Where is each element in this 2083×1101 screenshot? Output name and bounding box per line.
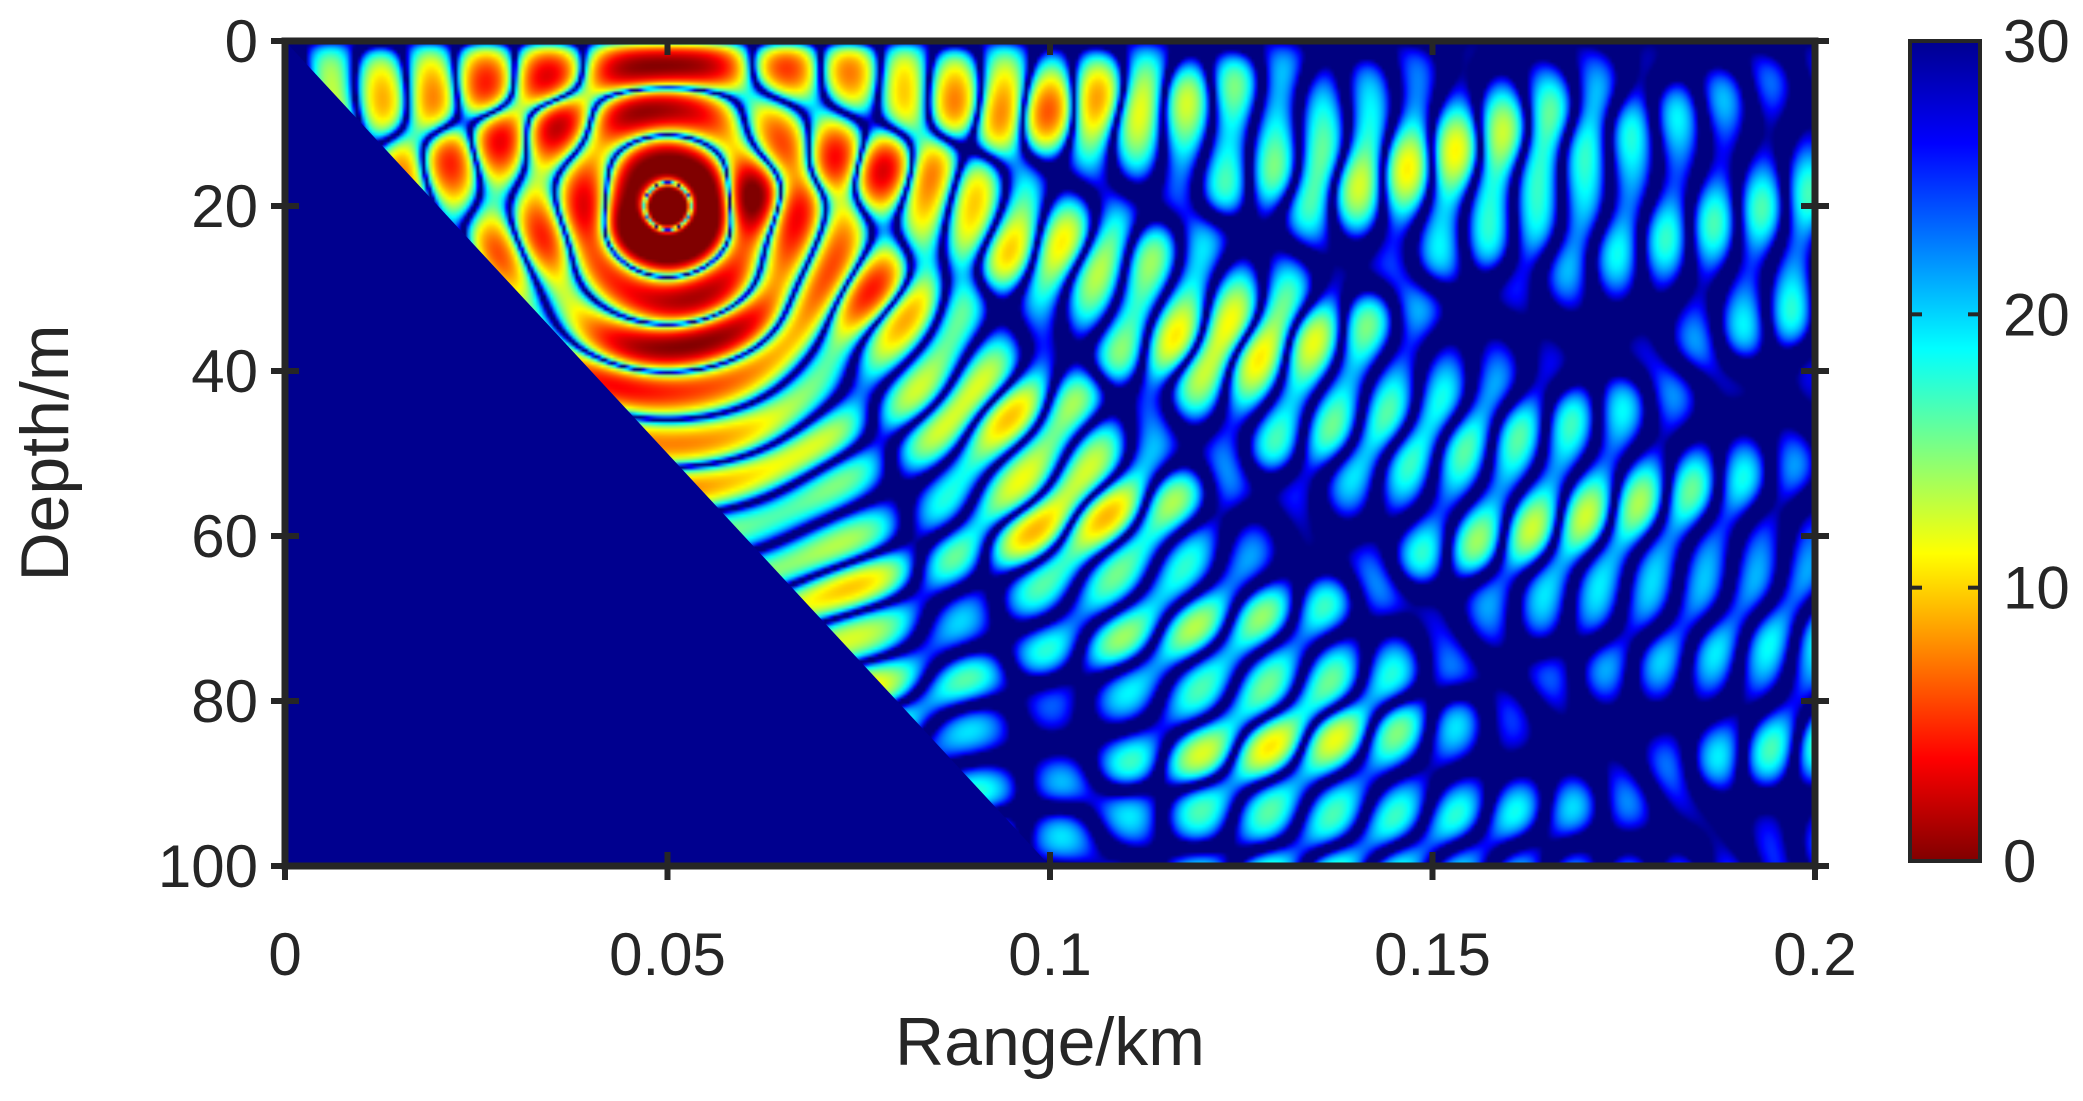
sediment-wedge	[285, 41, 1050, 866]
x-tick-label: 0	[268, 921, 301, 988]
colorbar-tick-label: 0	[2003, 828, 2036, 895]
colorbar-gradient	[1910, 41, 1980, 861]
y-tick-label: 40	[191, 338, 258, 405]
y-tick-label: 20	[191, 173, 258, 240]
x-axis-ticks: 0 0.05 0.1 0.15 0.2	[268, 41, 1857, 988]
y-tick-label: 0	[225, 8, 258, 75]
x-tick-label: 0.15	[1374, 921, 1491, 988]
x-tick-label: 0.1	[1008, 921, 1091, 988]
y-axis-ticks: 0 20 40 60 80 100	[158, 8, 1829, 900]
x-tick-label: 0.2	[1773, 921, 1856, 988]
y-axis-label: Depth/m	[7, 325, 83, 582]
y-tick-label: 60	[191, 503, 258, 570]
y-tick-label: 100	[158, 833, 258, 900]
colorbar-tick-label: 10	[2003, 555, 2070, 622]
colorbar-frame	[1908, 39, 1982, 863]
x-axis-label: Range/km	[895, 1004, 1205, 1080]
colorbar: 0 10 20 30	[1908, 8, 2070, 895]
x-tick-label: 0.05	[609, 921, 726, 988]
heatmap-plot-area	[285, 41, 1815, 866]
colorbar-ticks: 0 10 20 30	[1910, 8, 2070, 895]
colorbar-tick-label: 20	[2003, 281, 2070, 348]
colorbar-tick-label: 30	[2003, 8, 2070, 75]
y-tick-label: 80	[191, 668, 258, 735]
